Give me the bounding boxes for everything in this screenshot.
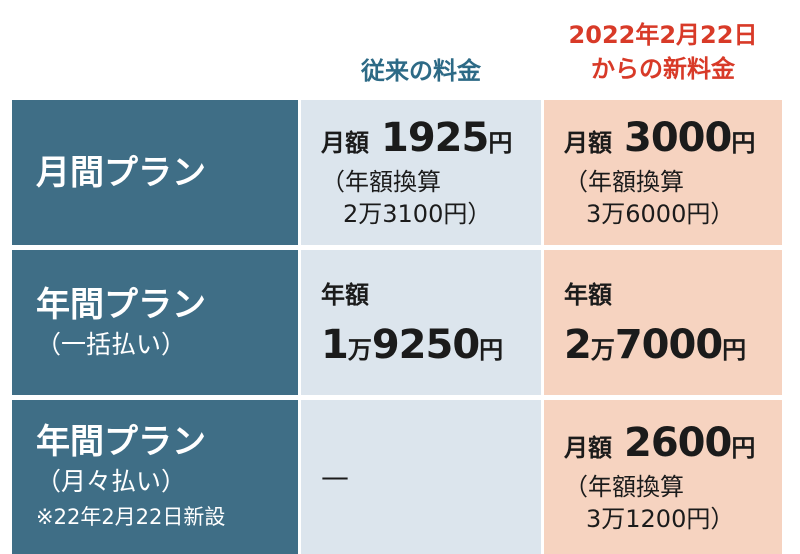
price-line: 月額 2600円 — [564, 420, 782, 471]
price-cell: 月額 2600円 （年額換算 3万1200円） — [544, 400, 782, 554]
price-note: （年額換算 — [564, 168, 684, 196]
price-note: （年額換算 — [564, 472, 684, 501]
plan-sublabel: （一括払い） — [36, 329, 187, 359]
price-note: 3万1200円） — [586, 504, 735, 533]
price-cell: 月額 1925円 （年額換算 2万3100円） — [301, 100, 541, 245]
price-prefix: 月額 — [321, 129, 369, 157]
price-cell: 月額 3000円 （年額換算 3万6000円） — [544, 100, 782, 245]
plan-name: 月間プラン — [36, 152, 206, 193]
plan-sublabel: （月々払い） — [36, 467, 187, 496]
header-new-1: 2022年2月22日 — [568, 21, 758, 49]
plan-footnote: ※22年2月22日新設 — [36, 505, 226, 529]
plan-label-cell: 月間プラン — [12, 100, 298, 245]
price-amount: 2万7000円 — [564, 322, 747, 368]
price-amount: 1万9250円 — [321, 322, 504, 368]
price-cell: 年額 2万7000円 — [544, 250, 782, 395]
price-prefix: 月額 — [564, 433, 612, 462]
price-cell: — — [301, 400, 541, 554]
plan-name: 年間プラン — [36, 284, 206, 325]
price-note: 3万6000円） — [586, 200, 735, 228]
header-old: 従来の料金 — [361, 57, 481, 85]
price-note: （年額換算 — [321, 168, 441, 196]
price-prefix: 月額 — [564, 129, 612, 157]
price-prefix: 年額 — [321, 281, 369, 309]
price-amount: 3000円 — [624, 115, 756, 161]
price-text: — — [321, 460, 349, 493]
price-amount: 1925円 — [381, 115, 513, 161]
price-line: 月額 3000円 — [564, 115, 782, 166]
plan-label-cell: 年間プラン （月々払い） ※22年2月22日新設 — [12, 400, 298, 554]
price-line: 月額 1925円 — [321, 115, 541, 166]
price-cell: 年額 1万9250円 — [301, 250, 541, 395]
price-note: 2万3100円） — [343, 200, 492, 228]
plan-name: 年間プラン — [36, 422, 206, 462]
price-prefix: 年額 — [564, 281, 612, 309]
header-new-2: からの新料金 — [591, 55, 735, 83]
plan-label-cell: 年間プラン （一括払い） — [12, 250, 298, 395]
price-amount: 2600円 — [624, 419, 756, 466]
